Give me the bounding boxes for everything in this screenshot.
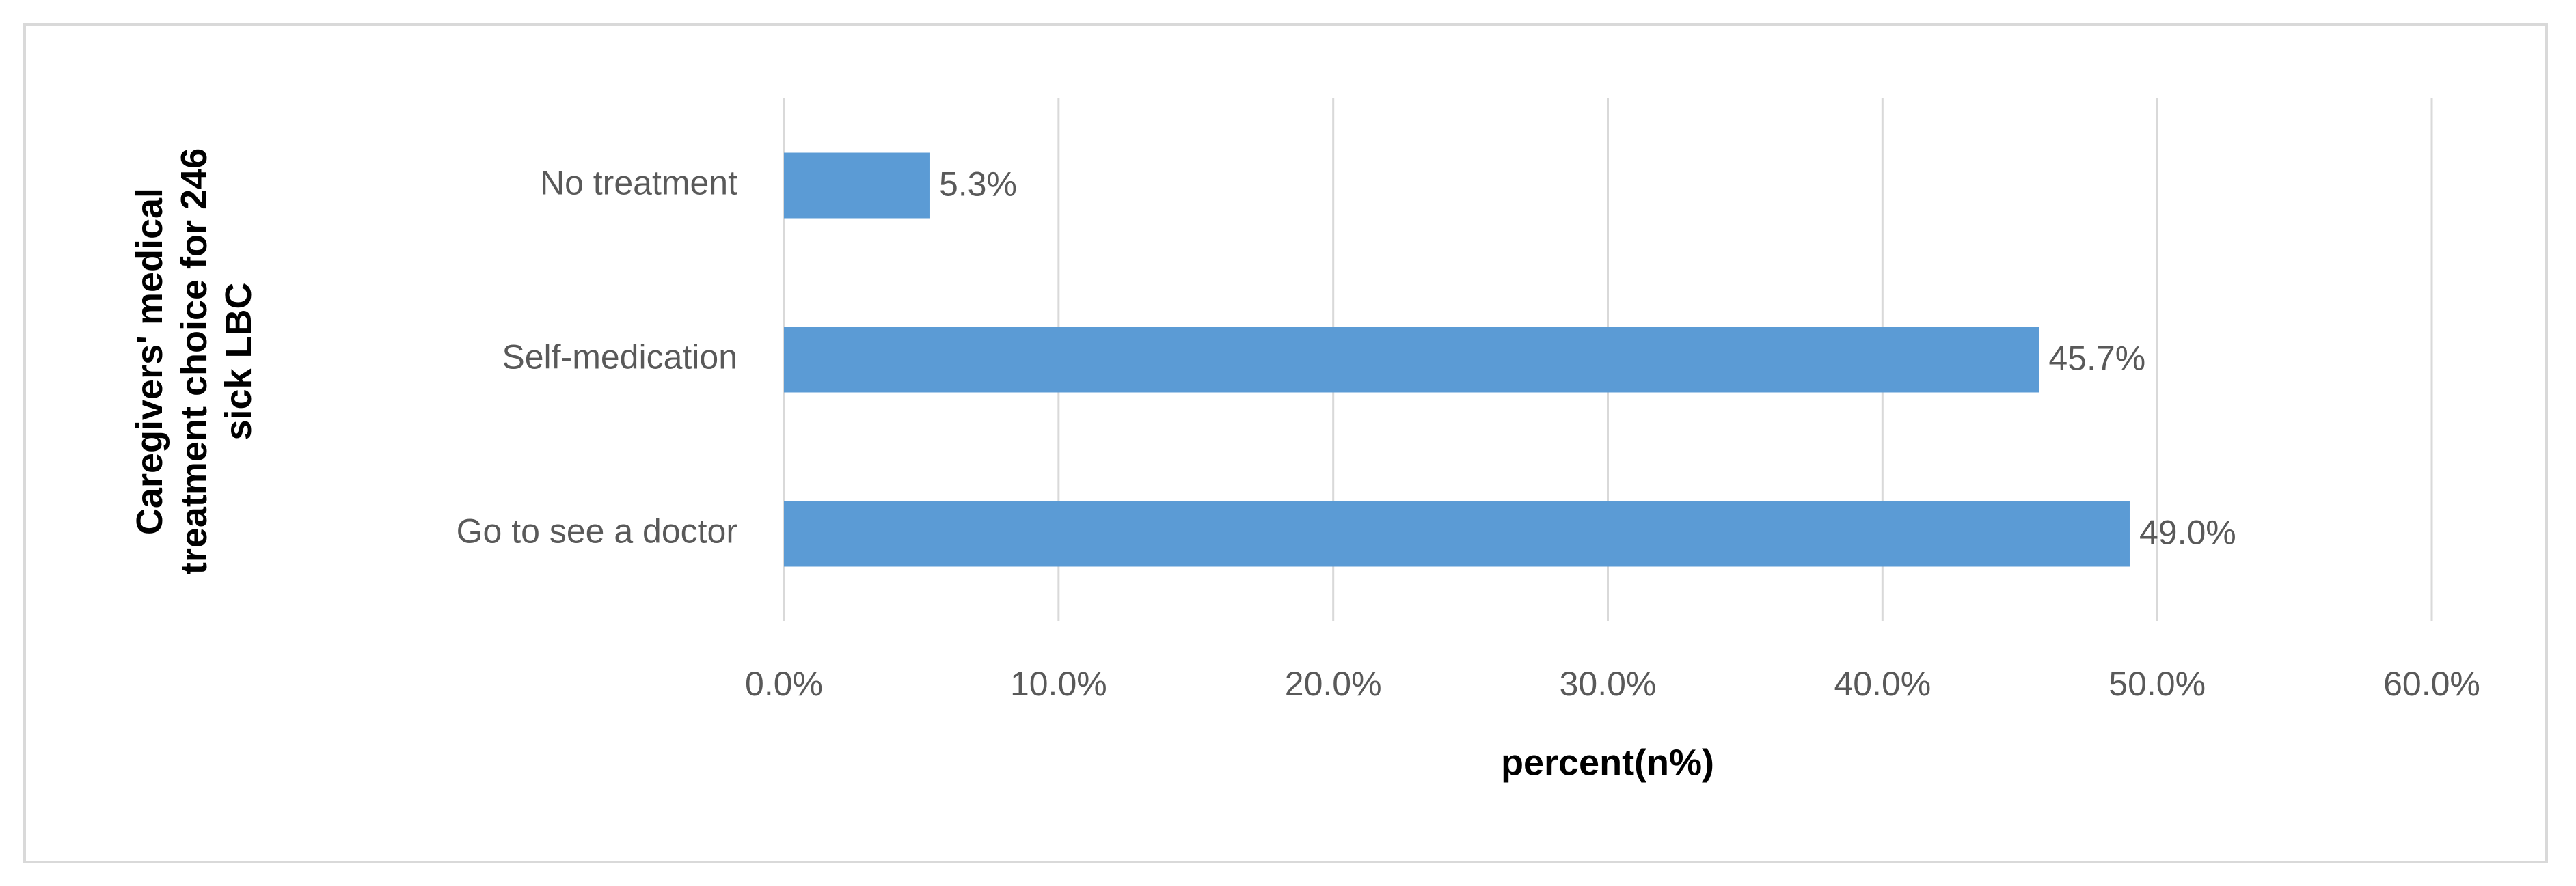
y-tick-label: No treatment: [540, 164, 737, 202]
chart-frame: [23, 23, 2548, 863]
bar: [784, 152, 930, 219]
bar: [784, 501, 2130, 567]
bar: [784, 327, 2039, 393]
x-axis-title: percent(n%): [1501, 742, 1714, 783]
x-tick-label: 20.0%: [1285, 665, 1382, 703]
y-tick-label: Self-medication: [502, 338, 737, 376]
x-tick-label: 60.0%: [2383, 665, 2480, 703]
x-tick-label: 30.0%: [1560, 665, 1657, 703]
x-tick-label: 40.0%: [1834, 665, 1931, 703]
value-label: 5.3%: [939, 165, 1017, 204]
x-tick-label: 0.0%: [745, 665, 823, 703]
x-tick-label: 50.0%: [2109, 665, 2206, 703]
value-label: 45.7%: [2048, 340, 2145, 378]
y-axis-title: Caregivers' medical treatment choice for…: [128, 148, 259, 575]
y-tick-label: Go to see a doctor: [457, 512, 737, 551]
value-label: 49.0%: [2139, 514, 2236, 552]
x-tick-label: 10.0%: [1010, 665, 1107, 703]
